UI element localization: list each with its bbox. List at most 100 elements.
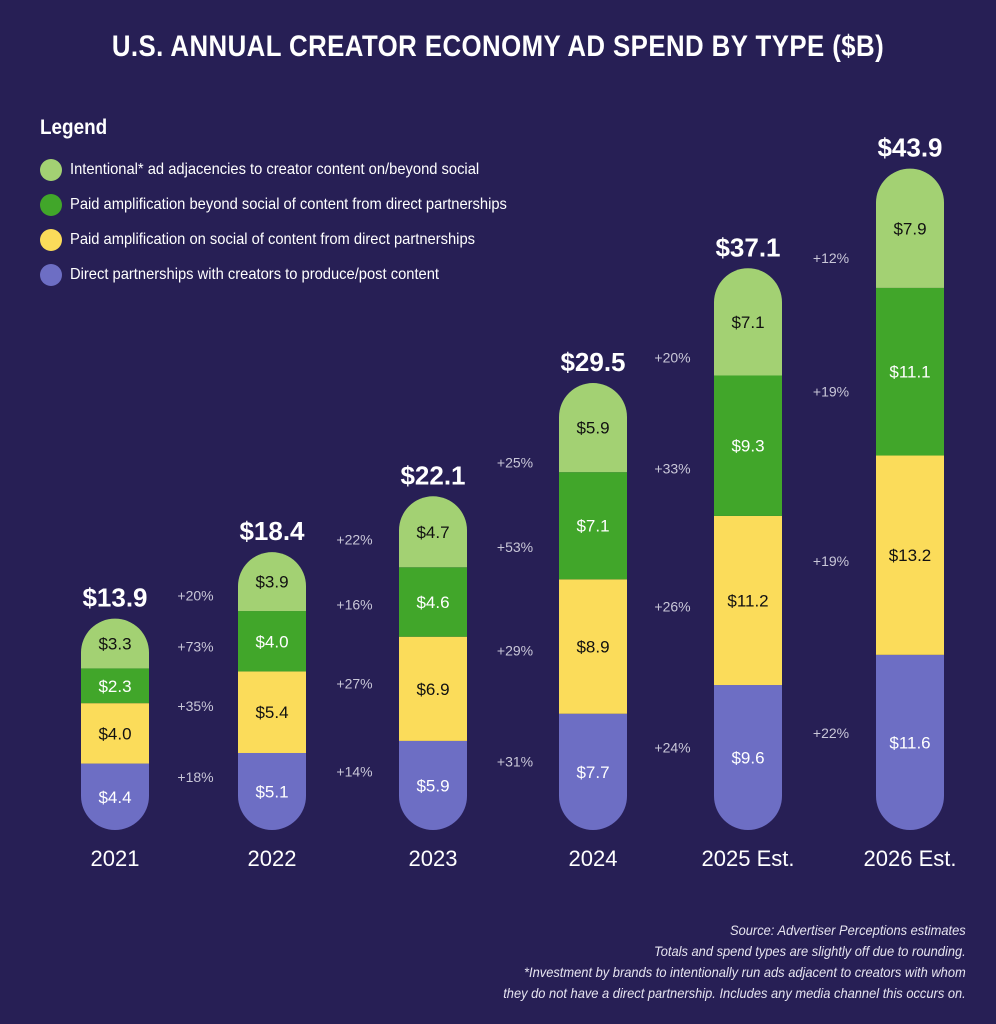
bar-segment xyxy=(399,740,467,830)
bar-segment xyxy=(559,579,627,714)
bar-segment xyxy=(876,455,944,655)
bar-group-2024 xyxy=(559,383,627,830)
legend-label: Intentional* ad adjacencies to creator c… xyxy=(70,160,480,178)
segment-value-label: $7.9 xyxy=(893,219,926,238)
bar-segment xyxy=(238,552,306,612)
growth-percent-label: +19% xyxy=(813,553,849,569)
segment-value-label: $7.7 xyxy=(576,763,609,782)
legend-label: Paid amplification beyond social of cont… xyxy=(70,195,507,213)
growth-percent-label: +73% xyxy=(177,639,213,655)
segment-value-label: $4.0 xyxy=(255,632,288,651)
bar-segment xyxy=(399,496,467,568)
bar-segment xyxy=(714,515,782,686)
category-tick-label: 2022 xyxy=(248,846,297,871)
bar-group-2021 xyxy=(81,618,149,830)
growth-percent-label: +27% xyxy=(336,676,372,692)
total-value-label: $13.9 xyxy=(82,583,147,613)
bar-segment xyxy=(714,268,782,376)
segment-value-label: $3.3 xyxy=(98,635,131,654)
total-value-label: $37.1 xyxy=(715,232,780,262)
legend-swatch-yellow xyxy=(40,228,62,251)
category-tick-label: 2024 xyxy=(569,846,618,871)
bar-segment xyxy=(876,654,944,830)
category-tick-label: 2025 Est. xyxy=(702,846,795,871)
growth-percent-label: +26% xyxy=(654,599,690,615)
bar-segment xyxy=(714,685,782,830)
legend: Legend Intentional* ad adjacencies to cr… xyxy=(40,116,545,292)
bar-group-2022 xyxy=(238,552,306,830)
segment-value-label: $9.6 xyxy=(731,749,764,768)
segment-value-label: $4.7 xyxy=(416,523,449,542)
bar-segment xyxy=(81,703,149,764)
bar-segment xyxy=(399,636,467,741)
growth-percent-label: +24% xyxy=(654,740,690,756)
growth-percent-label: +16% xyxy=(336,597,372,613)
segment-value-label: $7.1 xyxy=(576,517,609,536)
bar-segment xyxy=(559,383,627,473)
segment-value-label: $4.6 xyxy=(416,593,449,612)
segment-value-label: $7.1 xyxy=(731,313,764,332)
segment-value-label: $5.9 xyxy=(576,419,609,438)
segment-value-label: $8.9 xyxy=(576,638,609,657)
category-tick-label: 2026 Est. xyxy=(864,846,957,871)
segment-value-label: $9.3 xyxy=(731,437,764,456)
total-value-label: $18.4 xyxy=(239,516,305,546)
growth-percent-label: +18% xyxy=(177,769,213,785)
footnotes: Source: Advertiser Perceptions estimates… xyxy=(463,920,966,1004)
legend-swatch-light-green xyxy=(40,158,62,181)
growth-percent-label: +20% xyxy=(177,588,213,604)
legend-title: Legend xyxy=(40,116,108,139)
growth-percent-label: +35% xyxy=(177,698,213,714)
segment-value-label: $6.9 xyxy=(416,680,449,699)
bar-group-2026est xyxy=(876,168,944,830)
source-note: Source: Advertiser Perceptions estimates xyxy=(730,922,966,938)
legend-swatch-green xyxy=(40,193,62,216)
bar-segment xyxy=(559,472,627,580)
growth-percent-label: +29% xyxy=(497,643,533,659)
segment-value-label: $11.6 xyxy=(889,733,930,752)
rounding-note: Totals and spend types are slightly off … xyxy=(654,943,966,959)
total-value-label: $43.9 xyxy=(877,133,942,163)
asterisk-note-line-2: they do not have a direct partnership. I… xyxy=(503,985,966,1001)
category-tick-label: 2023 xyxy=(409,846,458,871)
bar-group-2025est xyxy=(714,268,782,830)
growth-percent-label: +33% xyxy=(654,461,690,477)
chart-title: U.S. ANNUAL CREATOR ECONOMY AD SPEND BY … xyxy=(111,30,885,63)
bar-segment xyxy=(81,763,149,830)
bar-segment xyxy=(559,713,627,830)
segment-value-label: $3.9 xyxy=(255,573,288,592)
legend-swatch-purple xyxy=(40,263,62,286)
total-value-label: $22.1 xyxy=(400,460,465,490)
bar-segment xyxy=(238,752,306,830)
bar-group-2023 xyxy=(399,496,467,830)
growth-percent-label: +12% xyxy=(813,250,849,266)
segment-value-label: $13.2 xyxy=(889,546,932,565)
segment-value-label: $2.3 xyxy=(98,677,131,696)
growth-percent-label: +22% xyxy=(336,532,372,548)
growth-percent-label: +22% xyxy=(813,725,849,741)
growth-percent-label: +14% xyxy=(336,763,372,779)
legend-label: Direct partnerships with creators to pro… xyxy=(70,265,440,283)
legend-item-intentional-adjacencies: Intentional* ad adjacencies to creator c… xyxy=(40,152,545,187)
bar-segment xyxy=(81,668,149,704)
growth-percent-label: +19% xyxy=(813,384,849,400)
bar-segment xyxy=(238,671,306,753)
legend-item-paid-on-social: Paid amplification on social of content … xyxy=(40,222,545,257)
legend-item-paid-beyond-social: Paid amplification beyond social of cont… xyxy=(40,187,545,222)
bar-segment xyxy=(876,168,944,288)
segment-value-label: $11.2 xyxy=(727,591,768,610)
segment-value-label: $5.1 xyxy=(255,782,288,801)
bar-segment xyxy=(714,375,782,516)
segment-value-label: $4.0 xyxy=(98,724,131,743)
growth-percent-label: +53% xyxy=(497,539,533,555)
bar-segment xyxy=(399,567,467,637)
total-value-label: $29.5 xyxy=(560,347,625,377)
bar-segment xyxy=(876,287,944,456)
growth-percent-label: +31% xyxy=(497,754,533,770)
legend-label: Paid amplification on social of content … xyxy=(70,230,476,248)
segment-value-label: $5.4 xyxy=(255,703,288,722)
growth-percent-label: +20% xyxy=(654,350,690,366)
segment-value-label: $11.1 xyxy=(889,363,930,382)
category-tick-label: 2021 xyxy=(91,846,140,871)
